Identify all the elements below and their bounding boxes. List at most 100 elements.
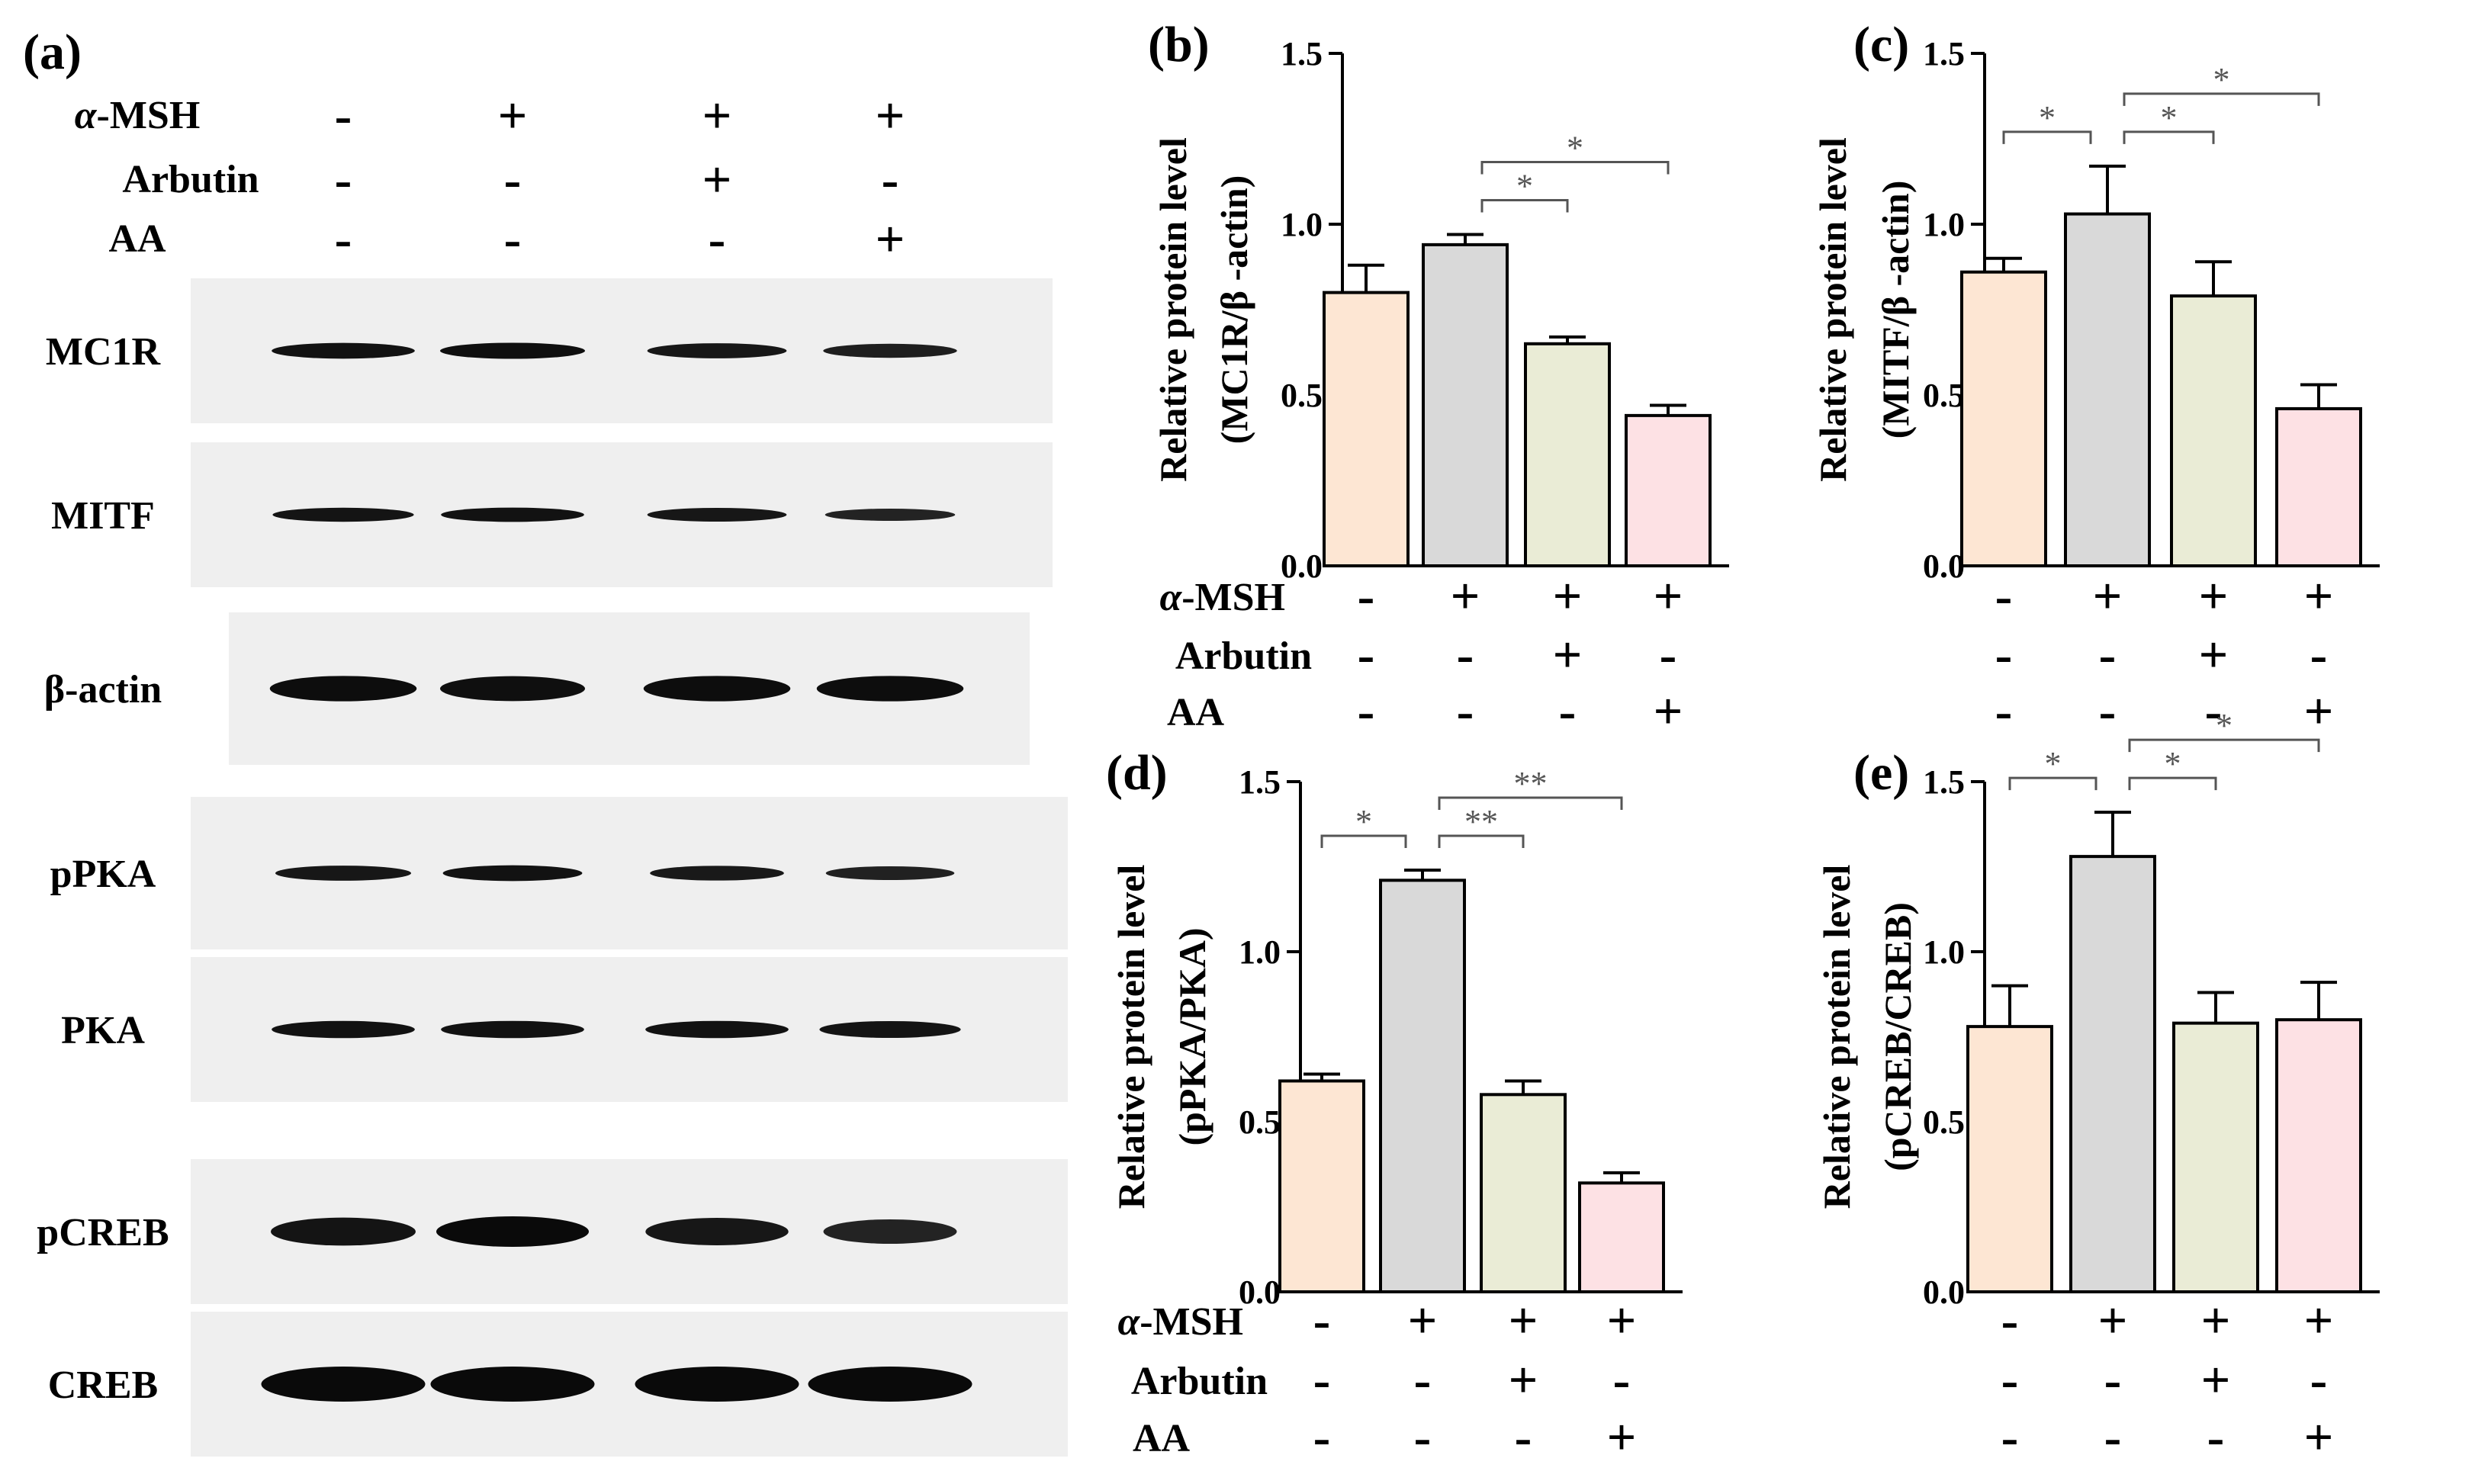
significance-bracket xyxy=(2002,130,2092,144)
blot-row-label: CREB xyxy=(48,1364,158,1407)
treatment-mark: + xyxy=(1607,1291,1637,1349)
blot-treatment-mark: + xyxy=(876,86,905,144)
y-axis-label-sub: (MITF/β -actin) xyxy=(1874,181,1917,439)
blot-band xyxy=(645,1218,789,1245)
treatment-label: AA xyxy=(1133,1417,1191,1460)
blot-band xyxy=(643,676,791,702)
y-tick-label: 1.0 xyxy=(1923,206,1965,243)
significance-label: * xyxy=(1355,803,1372,840)
y-tick-label: 0.5 xyxy=(1281,377,1323,414)
blot-treatment-label-rest: -MSH xyxy=(97,94,201,137)
blot-band xyxy=(823,343,957,358)
blot-band xyxy=(825,866,955,881)
bar xyxy=(1625,413,1712,567)
y-axis-label-sub: (MC1R/β -actin) xyxy=(1213,175,1255,445)
blot-row-label: MITF xyxy=(51,494,155,538)
treatment-mark: - xyxy=(1613,1351,1631,1409)
blot-band xyxy=(819,1020,961,1039)
blot-treatment-mark: + xyxy=(876,210,905,268)
panel-label: (d) xyxy=(1106,745,1168,801)
y-tick-label: 0.5 xyxy=(1923,377,1965,414)
blot-band xyxy=(441,1020,584,1039)
y-tick-label: 0.0 xyxy=(1239,1274,1281,1311)
blot-treatment-label-alpha: α xyxy=(75,94,98,137)
blot-treatment-mark: + xyxy=(702,86,732,144)
significance-bracket xyxy=(1438,834,1525,848)
significance-label: * xyxy=(2216,707,2233,744)
blot-treatment-mark: + xyxy=(702,150,732,208)
blot-band xyxy=(635,1367,799,1402)
y-axis-label-sub: (pCREB/CREB) xyxy=(1876,902,1919,1171)
bar xyxy=(2172,1021,2259,1294)
significance-bracket xyxy=(2128,776,2217,791)
treatment-mark: - xyxy=(2205,682,2223,740)
blot-band xyxy=(269,676,417,702)
treatment-mark: - xyxy=(2104,1408,2122,1466)
y-tick-label: 0.0 xyxy=(1281,548,1323,585)
treatment-mark: + xyxy=(1451,567,1480,625)
significance-bracket xyxy=(2128,738,2320,753)
treatment-mark: + xyxy=(1553,567,1583,625)
treatment-mark: + xyxy=(2093,567,2123,625)
treatment-mark: + xyxy=(2201,1351,2231,1409)
bar xyxy=(1966,1025,2053,1293)
significance-label: * xyxy=(2213,61,2230,98)
significance-label: * xyxy=(2045,745,2062,782)
treatment-mark: + xyxy=(1654,567,1683,625)
blot-treatment-mark: - xyxy=(709,210,726,268)
treatment-mark: + xyxy=(2304,567,2334,625)
blot-band xyxy=(647,343,787,358)
treatment-label: Arbutin xyxy=(1175,634,1312,678)
bar xyxy=(1960,270,2047,567)
significance-label: * xyxy=(1567,129,1583,166)
chart-e: (e) 0.0 0.5 1.0 1.5 Relative protein level (pC… xyxy=(1815,707,2380,1466)
treatment-mark: - xyxy=(1995,682,2013,740)
chart-d: (d) 0.0 0.5 1.0 1.5 Relative protein level (pP… xyxy=(1106,745,1683,1466)
y-tick-label: 0.0 xyxy=(1923,548,1965,585)
treatment-label: AA xyxy=(1167,691,1225,734)
blot-band xyxy=(272,1020,415,1039)
treatment-mark: - xyxy=(1995,625,2013,683)
significance-label: * xyxy=(2165,745,2181,782)
y-axis-label-sub: (pPKA/PKA) xyxy=(1171,927,1213,1145)
treatment-mark: + xyxy=(1509,1291,1538,1349)
significance-bracket xyxy=(2008,776,2098,791)
significance-bracket xyxy=(2123,92,2320,106)
blot-row-label: MC1R xyxy=(46,330,162,374)
treatment-mark: + xyxy=(1509,1351,1538,1409)
blot-treatment-label: α-MSH xyxy=(75,94,201,137)
blot-treatment-label: AA xyxy=(108,217,166,261)
blot-row-label: pCREB xyxy=(37,1211,169,1254)
bar xyxy=(1578,1181,1665,1294)
y-tick-label: 1.0 xyxy=(1281,206,1323,243)
bar xyxy=(2064,212,2151,567)
treatment-mark: - xyxy=(1995,567,2013,625)
treatment-label-rest: -MSH xyxy=(1140,1300,1243,1344)
treatment-mark: + xyxy=(1607,1408,1637,1466)
significance-label: ** xyxy=(1464,803,1498,840)
treatment-mark: - xyxy=(2104,1351,2122,1409)
bar xyxy=(1278,1079,1365,1293)
treatment-mark: + xyxy=(2201,1291,2231,1349)
treatment-mark: + xyxy=(2304,1291,2334,1349)
treatment-mark: - xyxy=(1660,625,1677,683)
treatment-mark: + xyxy=(2304,682,2334,740)
treatment-label-alpha: α xyxy=(1159,576,1182,619)
chart-b: (b) 0.0 0.5 1.0 1.5 Relative protein level (MC… xyxy=(1148,17,1729,740)
blot-band xyxy=(436,1216,589,1247)
treatment-mark: + xyxy=(2098,1291,2128,1349)
significance-bracket xyxy=(1438,796,1623,810)
blot-band xyxy=(271,1217,416,1246)
blot-band xyxy=(442,865,583,882)
chart-c: (c) 0.0 0.5 1.0 1.5 Relative protein level (MI… xyxy=(1811,17,2380,740)
y-tick-label: 0.5 xyxy=(1923,1103,1965,1141)
significance-label: ** xyxy=(1514,765,1548,802)
bar xyxy=(1480,1093,1567,1293)
treatment-mark: - xyxy=(1457,625,1474,683)
blot-treatment-label: Arbutin xyxy=(122,158,259,201)
y-axis-label: Relative protein level xyxy=(1110,865,1152,1209)
blot-treatment-mark: - xyxy=(335,210,352,268)
blot-row-label: PKA xyxy=(61,1009,145,1052)
